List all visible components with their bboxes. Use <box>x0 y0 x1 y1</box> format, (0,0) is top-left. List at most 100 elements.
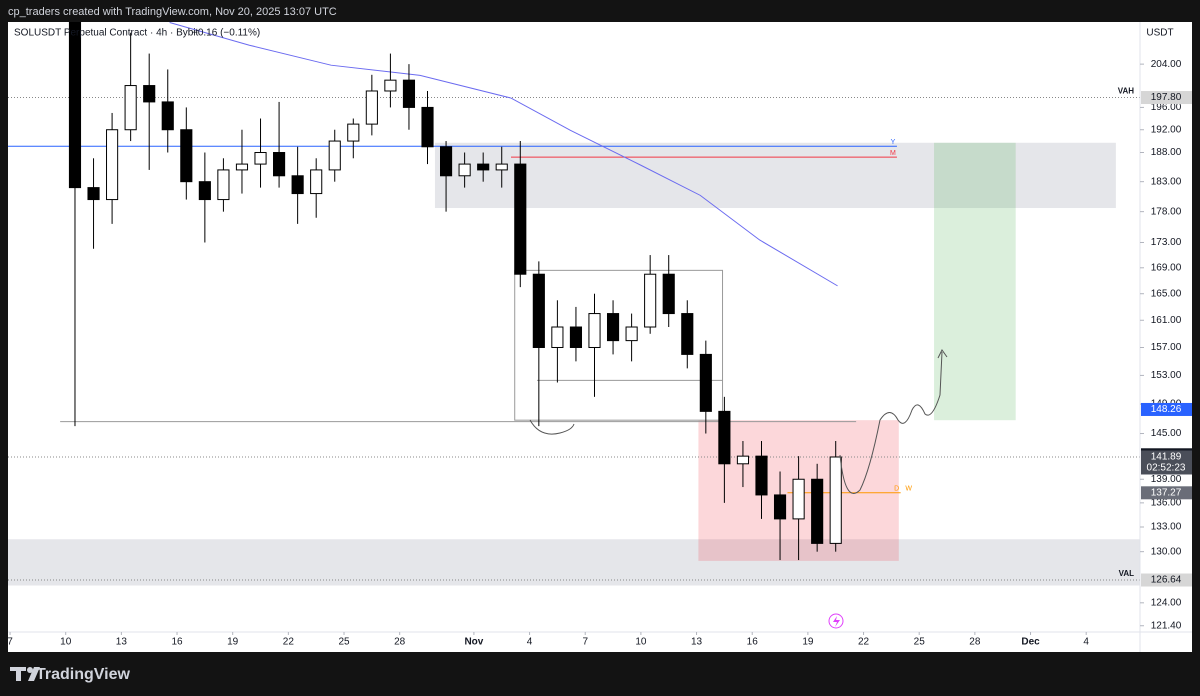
y-tick-label: 178.00 <box>1151 206 1182 217</box>
candle-body <box>347 123 360 142</box>
price-label: 197.80 <box>1151 92 1182 103</box>
price-label: 137.27 <box>1151 487 1182 498</box>
candle-body <box>773 494 787 520</box>
y-tick-label: 133.00 <box>1151 522 1182 533</box>
price-side-label: VAH <box>1118 87 1135 96</box>
x-tick-label: 16 <box>747 637 759 648</box>
y-tick-label: 165.00 <box>1151 288 1182 299</box>
zone <box>434 142 1116 209</box>
y-tick-label: 121.40 <box>1151 620 1182 631</box>
candle-body <box>124 85 137 131</box>
candle-body <box>273 152 286 177</box>
candle-body <box>718 410 731 465</box>
x-tick-label: Nov <box>464 637 483 648</box>
y-tick-label: 188.00 <box>1151 147 1182 158</box>
candle-body <box>495 163 508 171</box>
y-tick-label: 169.00 <box>1151 262 1182 273</box>
candle-body <box>87 187 100 201</box>
candle-body <box>699 353 712 412</box>
event-bolt <box>833 616 840 627</box>
x-tick-label: 19 <box>227 637 239 648</box>
price-label: 148.26 <box>1151 404 1182 415</box>
y-tick-label: 196.00 <box>1151 102 1182 113</box>
candle-body <box>198 181 211 201</box>
candle-body <box>625 326 638 342</box>
x-tick-label: 22 <box>283 637 295 648</box>
candle-body <box>68 22 82 189</box>
footer-brand: TradingView <box>36 666 131 683</box>
x-tick-label: 25 <box>914 637 926 648</box>
x-tick-label: 28 <box>969 637 981 648</box>
level-label: M <box>890 150 896 157</box>
candle-body <box>421 106 434 148</box>
x-tick-label: 10 <box>635 637 647 648</box>
symbol: SOLUSDT Perpetual Contract · 4h · Bybit <box>14 28 199 39</box>
x-tick-label: 28 <box>394 637 406 648</box>
y-tick-label: 139.00 <box>1151 474 1182 485</box>
candle-body <box>551 326 564 348</box>
candle-body <box>681 313 694 355</box>
x-tick-label: 7 <box>7 637 13 648</box>
y-tick-label: 124.00 <box>1151 597 1182 608</box>
candle-body <box>792 478 805 520</box>
sketch-arrow <box>529 419 575 435</box>
candle-body <box>736 455 750 465</box>
candle-body <box>569 326 583 348</box>
candle-body <box>310 169 323 195</box>
candle-body <box>402 79 416 108</box>
candle-body <box>477 163 490 171</box>
price-label-box <box>1141 402 1192 416</box>
candle-body <box>365 90 378 125</box>
candle-body <box>588 313 601 348</box>
candle-body <box>235 163 249 171</box>
x-tick-label: 16 <box>171 637 183 648</box>
x-tick-label: 10 <box>60 637 72 648</box>
y-tick-label: 157.00 <box>1151 342 1182 353</box>
x-tick-label: 13 <box>691 637 703 648</box>
price-label-box <box>1141 486 1192 500</box>
candle-body <box>161 101 174 131</box>
candle-body <box>291 175 304 195</box>
x-tick-label: 7 <box>582 637 588 648</box>
y-tick-label: 183.00 <box>1151 176 1182 187</box>
candle-body <box>106 129 119 201</box>
change: −0.16 (−0.11%) <box>192 28 260 39</box>
price-label-box <box>1141 450 1192 475</box>
x-tick-label: 19 <box>802 637 814 648</box>
candle-body <box>328 140 341 171</box>
x-tick-label: 4 <box>527 637 533 648</box>
y-tick-label: 145.00 <box>1151 428 1182 439</box>
price-side-label: VAL <box>1119 569 1135 578</box>
price-label-box <box>1141 573 1192 587</box>
axes: 204.00 196.00 192.00 188.00 183.00 178.00 173.… <box>7 59 1192 648</box>
candle-body <box>755 455 768 496</box>
candle-body <box>180 129 193 183</box>
countdown: 02:52:23 <box>1147 463 1186 474</box>
x-tick-label: 13 <box>116 637 128 648</box>
candle-body <box>254 152 267 165</box>
logo-dot <box>27 667 33 673</box>
price-label: 126.64 <box>1151 575 1182 586</box>
candle-body <box>458 163 471 177</box>
candle-body <box>662 273 675 315</box>
candle-body <box>606 313 620 342</box>
moving-average <box>169 22 838 287</box>
level-label: W <box>905 486 912 493</box>
level-label: Y <box>891 139 896 146</box>
candle-body <box>217 169 230 201</box>
y-tick-label: 204.00 <box>1151 59 1182 70</box>
y-tick-label: 192.00 <box>1151 124 1182 135</box>
y-tick-label: 130.00 <box>1151 546 1182 557</box>
x-tick-label: 4 <box>1083 637 1089 648</box>
y-tick-label: 153.00 <box>1151 370 1182 381</box>
y-tick-label: 173.00 <box>1151 237 1182 248</box>
candle-body <box>514 163 527 275</box>
candle-body <box>384 79 397 92</box>
candle-body <box>143 85 156 103</box>
x-tick-label: Dec <box>1021 637 1040 648</box>
header-text: cp_traders created with TradingView.com,… <box>8 6 337 18</box>
zone <box>8 539 1140 586</box>
zone <box>514 269 724 421</box>
candle-body <box>829 456 842 544</box>
